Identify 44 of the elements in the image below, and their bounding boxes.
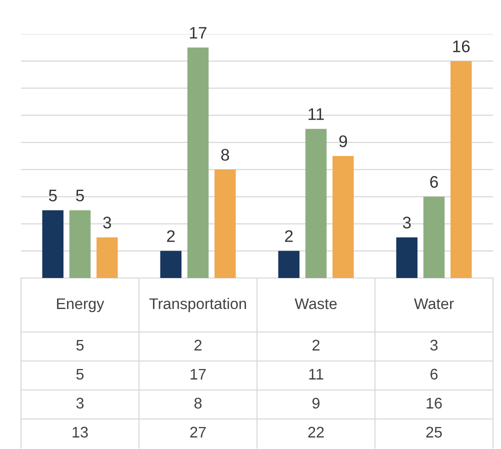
data-label: 5 bbox=[48, 190, 57, 202]
text: 5 bbox=[76, 368, 84, 380]
text: 6 bbox=[430, 368, 438, 380]
x-tick-label: Water bbox=[414, 298, 454, 310]
bar bbox=[187, 48, 209, 278]
text: 11 bbox=[309, 368, 324, 380]
bar bbox=[305, 128, 327, 278]
bar bbox=[396, 237, 418, 278]
text: 16 bbox=[426, 398, 442, 409]
text: 8 bbox=[194, 398, 202, 409]
data-label: 9 bbox=[339, 135, 347, 148]
text: 13 bbox=[72, 426, 88, 438]
bar bbox=[450, 61, 472, 278]
bar bbox=[332, 156, 354, 278]
bar bbox=[160, 250, 182, 278]
bar bbox=[96, 237, 118, 278]
bar bbox=[278, 250, 300, 278]
data-label: 8 bbox=[221, 148, 230, 161]
bar bbox=[423, 196, 445, 278]
data-label: 2 bbox=[285, 230, 293, 242]
bar bbox=[42, 210, 64, 278]
data-label: 3 bbox=[103, 216, 112, 228]
data-label: 6 bbox=[430, 176, 438, 188]
text: 5 bbox=[76, 340, 84, 351]
data-label: 16 bbox=[453, 40, 470, 52]
data-label: 5 bbox=[76, 190, 84, 202]
text: 22 bbox=[308, 426, 324, 438]
data-label: 17 bbox=[190, 27, 206, 39]
text: 25 bbox=[426, 426, 442, 438]
data-label: 11 bbox=[308, 108, 324, 120]
text: 3 bbox=[430, 340, 438, 351]
data-label: 2 bbox=[167, 230, 175, 242]
text: 27 bbox=[190, 426, 206, 438]
text: 2 bbox=[312, 340, 320, 350]
text: 2 bbox=[194, 340, 202, 350]
x-tick-label: Waste bbox=[294, 298, 337, 310]
data-label: 3 bbox=[402, 216, 411, 228]
x-tick-label: Transportation bbox=[149, 298, 246, 312]
bar bbox=[214, 170, 236, 278]
text: 3 bbox=[76, 398, 84, 409]
x-tick-label: Energy bbox=[57, 298, 104, 312]
text: 9 bbox=[312, 398, 320, 409]
text: 17 bbox=[190, 368, 206, 380]
bar bbox=[69, 210, 91, 278]
